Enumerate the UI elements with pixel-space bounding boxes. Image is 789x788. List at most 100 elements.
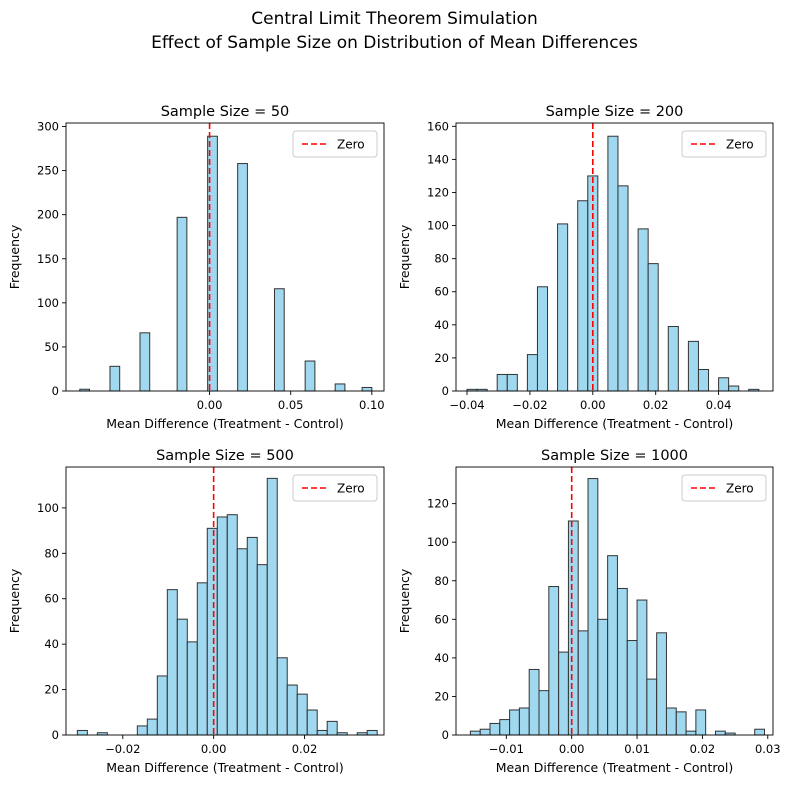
y-tick-label: 300 [37, 120, 59, 134]
y-axis-label: Frequency [7, 568, 22, 633]
histogram-bar [685, 730, 697, 736]
histogram-bar [548, 586, 560, 736]
x-tick-label: 0.05 [278, 398, 304, 412]
x-tick-label: 0.02 [643, 398, 669, 412]
legend-label: Zero [726, 482, 754, 496]
y-tick-label: 100 [37, 296, 59, 310]
histogram-bar [136, 725, 148, 736]
y-tick-label: 40 [44, 637, 59, 651]
x-tick-label: −0.01 [489, 742, 524, 756]
legend: Zero [681, 130, 767, 158]
histogram-bar [196, 582, 208, 736]
histogram-bar [176, 618, 188, 736]
y-tick-label: 0 [52, 384, 59, 398]
y-tick-label: 250 [37, 164, 59, 178]
y-tick-label: 20 [434, 351, 449, 365]
histogram-bar [326, 720, 338, 736]
y-tick-label: 40 [434, 318, 449, 332]
subplot-title: Sample Size = 50 [161, 104, 290, 120]
legend-box [292, 474, 378, 502]
histogram-bar [718, 377, 730, 392]
y-tick-label: 20 [44, 683, 59, 697]
histogram-bar [536, 286, 549, 392]
histogram-bar [236, 548, 248, 736]
histogram-bar [626, 640, 638, 736]
subplot-title: Sample Size = 200 [546, 104, 684, 120]
axes-frame [65, 122, 385, 392]
y-axis-label: Frequency [7, 224, 22, 289]
x-tick-label: 0.10 [359, 398, 385, 412]
histogram-bar [587, 478, 599, 736]
histogram-bar [286, 684, 298, 736]
histogram-bar [109, 365, 121, 392]
histogram-bar [675, 711, 687, 736]
y-tick-label: 80 [434, 252, 449, 266]
histogram-bar [296, 693, 308, 736]
histogram-bar [518, 707, 530, 736]
histogram-bar [316, 729, 328, 736]
y-tick-label: 60 [434, 285, 449, 299]
legend-label: Zero [726, 138, 754, 152]
histogram-bar [266, 477, 278, 736]
histogram-bar [273, 288, 285, 392]
legend: Zero [292, 474, 378, 502]
histogram-bar [216, 516, 228, 736]
histogram-bar [469, 730, 481, 736]
histogram-bar [687, 340, 699, 392]
histogram-bar [597, 618, 609, 736]
x-tick-label: 0.00 [580, 398, 606, 412]
y-tick-label: 80 [434, 574, 449, 588]
legend-box [292, 130, 378, 158]
histogram-bar [714, 730, 726, 736]
histogram-bar [665, 707, 677, 736]
histogram-bar [506, 373, 518, 392]
histogram-bar [226, 514, 238, 736]
x-tick-label: 0.00 [201, 742, 227, 756]
histogram-bar [361, 386, 373, 392]
y-tick-label: 120 [427, 497, 449, 511]
y-tick-label: 20 [434, 689, 449, 703]
x-tick-label: −0.02 [105, 742, 140, 756]
x-tick-label: 0.02 [292, 742, 318, 756]
y-axis-label: Frequency [397, 224, 412, 289]
y-tick-label: 60 [44, 592, 59, 606]
histogram-bar [499, 719, 511, 736]
y-tick-label: 160 [427, 119, 449, 133]
histogram-bar [697, 368, 710, 392]
x-axis-label: Mean Difference (Treatment - Control) [496, 416, 733, 431]
y-tick-label: 80 [44, 546, 59, 560]
y-tick-label: 0 [442, 728, 449, 742]
histogram-bar [617, 185, 629, 392]
subplot-2: −0.04 −0.02 0.00 0.02 0.04 0 20 40 60 80 100 120 140… [397, 104, 774, 431]
figure-title-line-2: Effect of Sample Size on Distribution of… [151, 33, 638, 53]
histogram-bar [256, 564, 268, 736]
x-tick-label: 0.04 [706, 398, 732, 412]
axes-frame [455, 466, 774, 736]
histogram-bar [479, 728, 491, 736]
y-tick-label: 100 [427, 219, 449, 233]
histogram-bar [637, 228, 649, 392]
histogram-bar [646, 678, 658, 736]
axes-frame [455, 122, 774, 392]
histogram-bar [139, 332, 151, 392]
histogram-bar [276, 657, 288, 736]
legend-box [681, 474, 767, 502]
subplot-1: 0.00 0.05 0.10 0 50 100 150 200 250 300 Sample Siz… [7, 104, 385, 431]
axes-frame [65, 466, 385, 736]
y-axis-label: Frequency [397, 568, 412, 633]
histogram-bar [695, 709, 707, 736]
y-tick-label: 50 [44, 340, 59, 354]
histogram-bar [636, 599, 648, 736]
y-tick-label: 200 [37, 208, 59, 222]
y-tick-label: 40 [434, 651, 449, 665]
y-tick-label: 60 [434, 612, 449, 626]
histogram-bar [146, 718, 158, 736]
histogram-bar [76, 729, 88, 736]
x-axis-label: Mean Difference (Treatment - Control) [496, 760, 733, 775]
histogram-bar [186, 641, 198, 736]
histogram-bar [567, 520, 579, 736]
histogram-bar [156, 675, 168, 736]
subplot-4: −0.01 0.00 0.01 0.02 0.03 0 20 40 60 80 100 120 Samp… [397, 448, 781, 775]
histogram-bar [577, 200, 589, 392]
